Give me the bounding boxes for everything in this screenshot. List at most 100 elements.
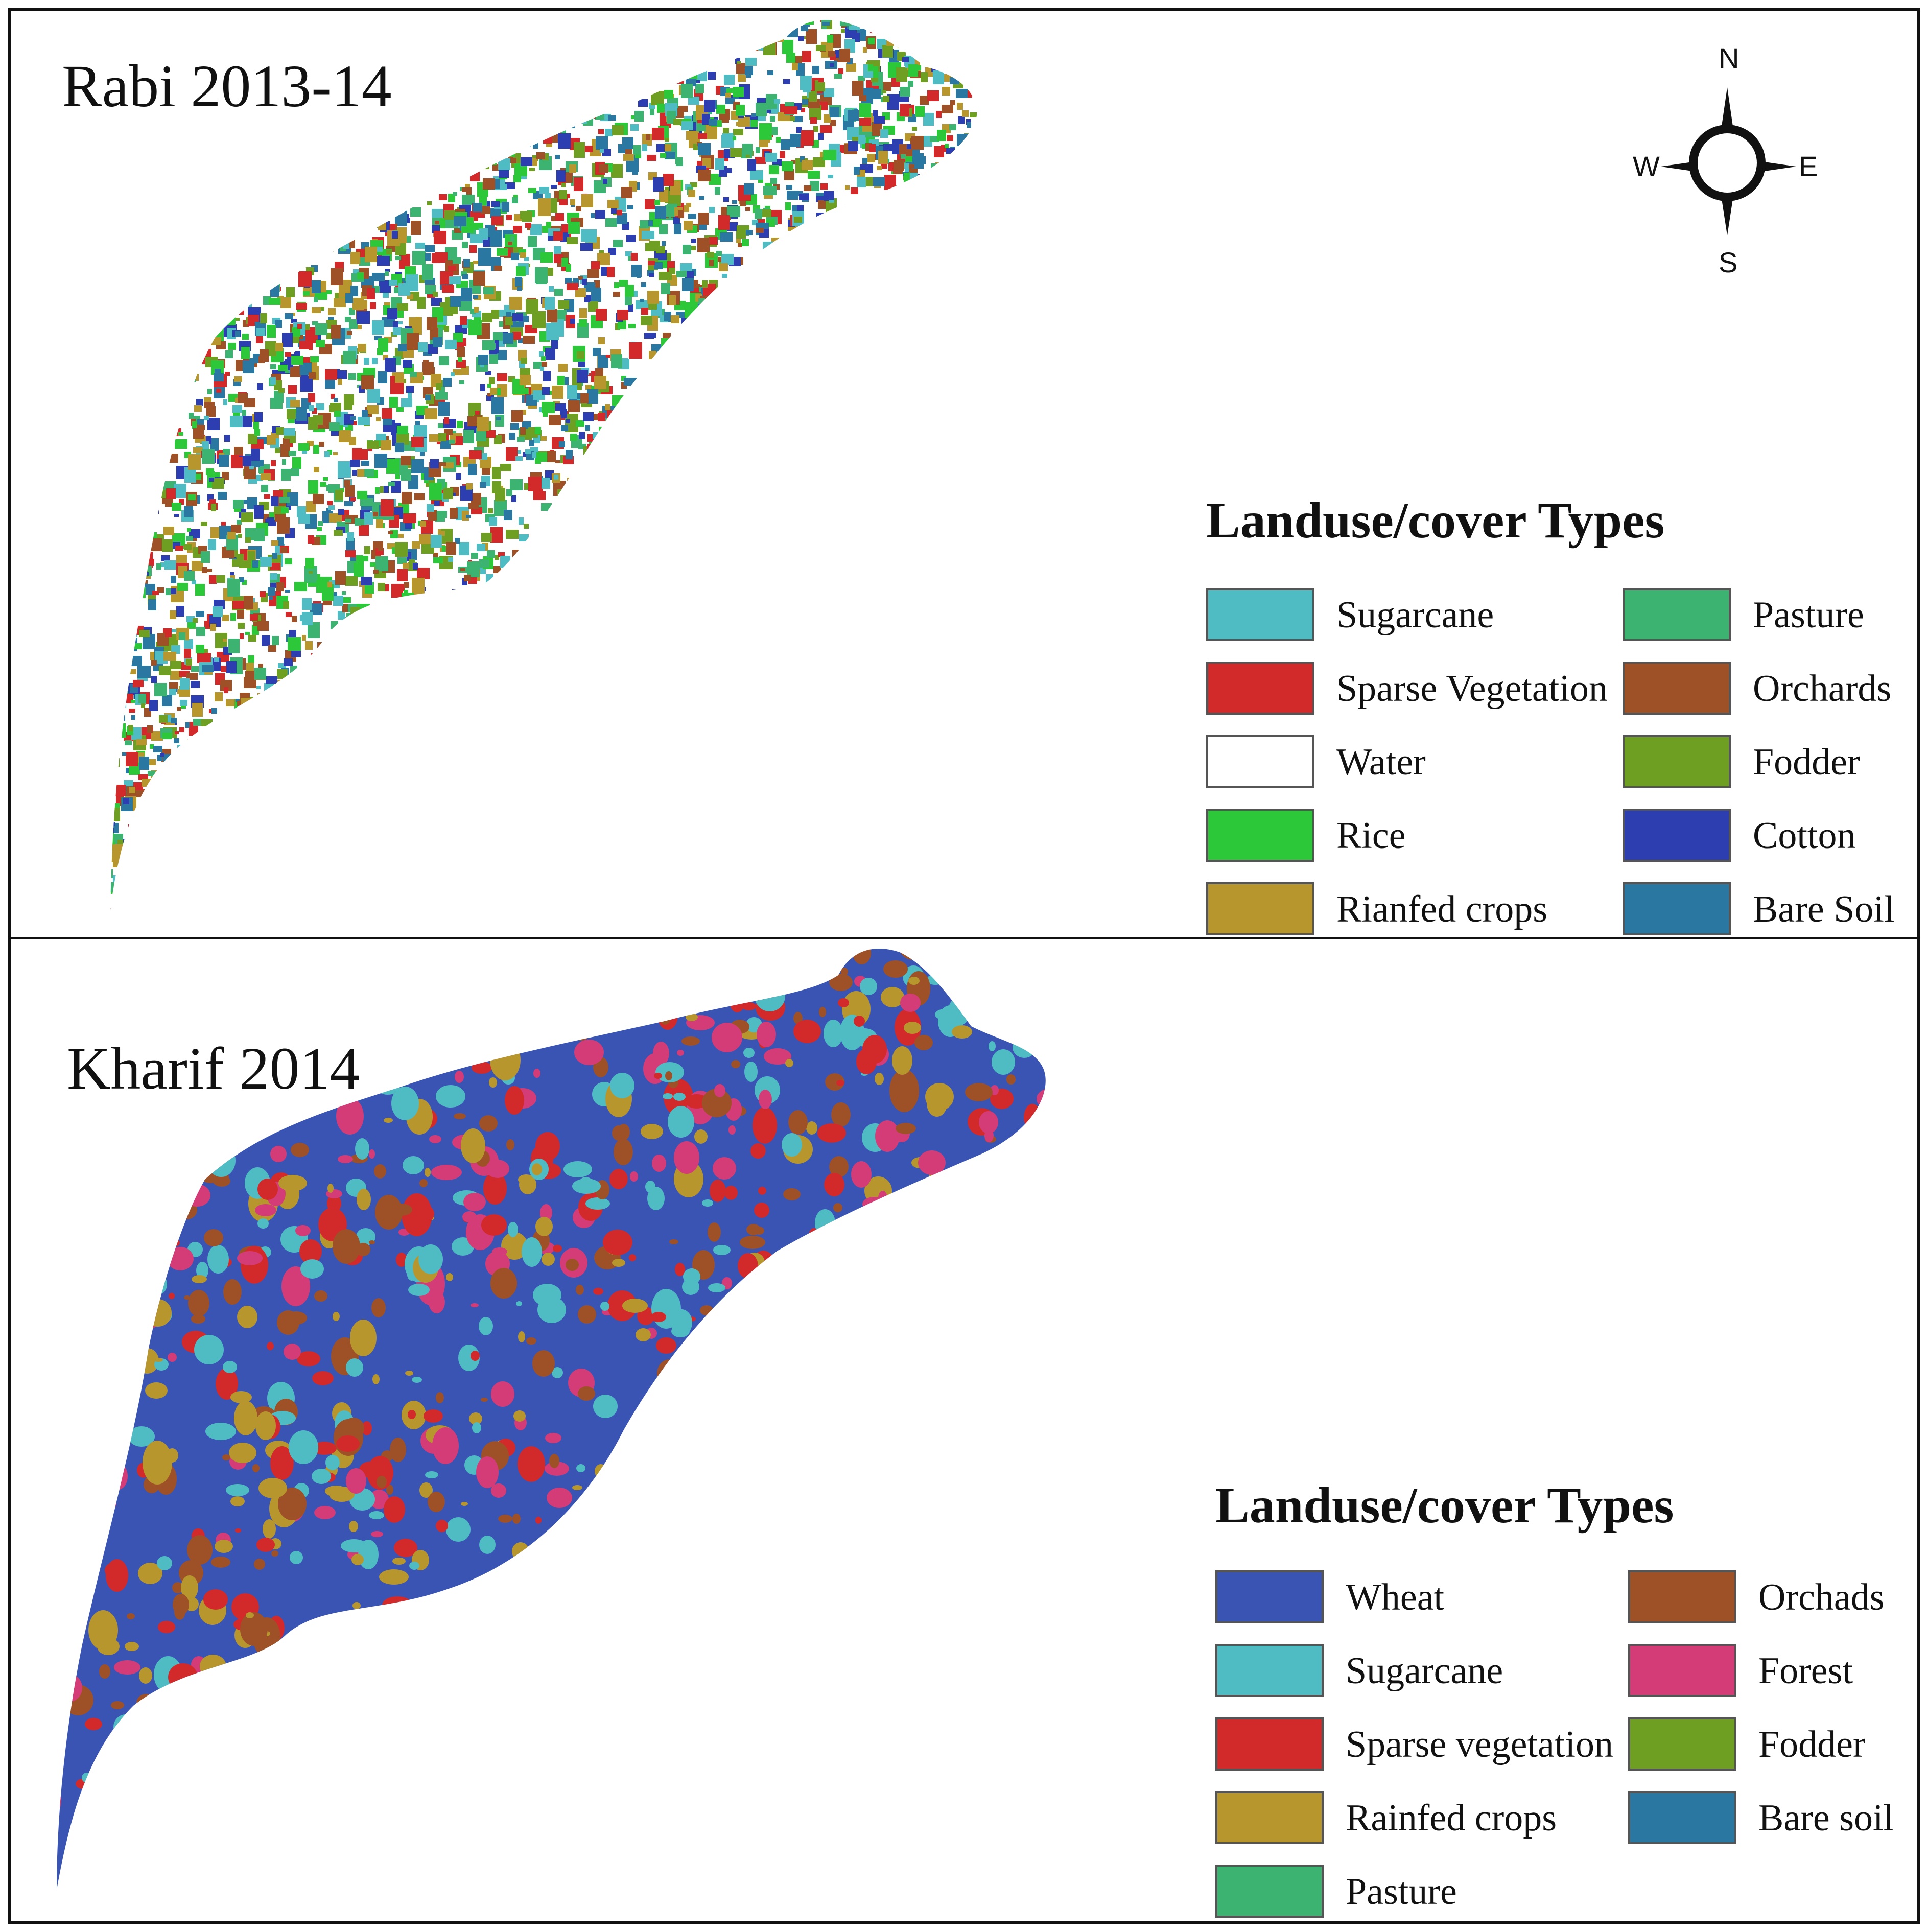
landuse-pixel [624, 921, 632, 931]
landuse-pixel [634, 424, 643, 431]
landuse-pixel [205, 293, 214, 301]
landuse-pixel [818, 133, 824, 140]
landuse-pixel [266, 891, 273, 899]
landuse-pixel [373, 20, 381, 21]
landuse-pixel [436, 148, 448, 162]
landuse-pixel [750, 706, 761, 715]
landuse-pixel [100, 550, 107, 556]
landuse-pixel [779, 840, 788, 849]
landuse-pixel [461, 788, 473, 799]
landuse-pixel [73, 852, 84, 865]
landuse-pixel [725, 329, 735, 341]
landuse-pixel [276, 219, 286, 228]
landuse-pixel [699, 584, 703, 587]
landuse-pixel [704, 788, 716, 802]
landuse-pixel [230, 23, 242, 36]
landuse-pixel [34, 770, 39, 775]
landuse-pixel [142, 431, 148, 435]
landuse-pixel [290, 666, 297, 674]
landuse-pixel [188, 855, 201, 873]
landuse-pixel [57, 268, 64, 273]
landuse-pixel [714, 421, 724, 434]
landuse-pixel [692, 38, 700, 44]
landuse-pixel [117, 612, 130, 625]
landuse-pixel [126, 169, 133, 178]
landuse-pixel [763, 771, 773, 778]
landuse-pixel [302, 635, 306, 641]
landuse-pixel [1005, 888, 1013, 897]
landuse-pixel [363, 184, 376, 202]
landuse-pixel [528, 566, 533, 571]
landuse-pixel [20, 353, 25, 357]
landuse-pixel [77, 28, 85, 34]
landuse-pixel [279, 182, 292, 190]
landuse-pixel [252, 764, 257, 770]
landuse-pixel [278, 745, 292, 761]
landuse-pixel [516, 793, 524, 802]
landuse-pixel [200, 835, 209, 846]
landuse-pixel [837, 785, 847, 795]
landuse-pixel [566, 528, 578, 539]
landuse-pixel [675, 651, 680, 657]
landuse-pixel [890, 282, 900, 288]
landuse-pixel [794, 217, 802, 223]
landuse-pixel [997, 757, 1003, 762]
landuse-pixel [602, 790, 606, 794]
landuse-pixel [817, 744, 822, 748]
landuse-pixel [194, 289, 201, 299]
landuse-pixel [945, 549, 958, 562]
landuse-pixel [87, 296, 99, 309]
landuse-pixel [524, 867, 528, 873]
landuse-pixel [476, 625, 483, 632]
landuse-pixel [23, 18, 36, 28]
landuse-pixel [933, 820, 939, 826]
landuse-pixel [944, 25, 955, 40]
landuse-pixel [914, 844, 919, 846]
landuse-pixel [950, 903, 960, 910]
landuse-pixel [558, 64, 567, 71]
landuse-pixel [953, 812, 958, 815]
landuse-pixel [807, 604, 820, 620]
landuse-pixel [537, 832, 550, 850]
landuse-pixel [171, 804, 181, 812]
landuse-pixel [903, 471, 911, 480]
landuse-pixel [922, 272, 931, 280]
landuse-pixel [613, 292, 620, 297]
landuse-pixel [757, 682, 770, 695]
landuse-pixel [329, 912, 339, 926]
landuse-pixel [663, 760, 669, 765]
landuse-pixel [112, 378, 125, 389]
landuse-pixel [966, 260, 977, 267]
landuse-pixel [949, 449, 960, 462]
landuse-pixel [689, 568, 699, 576]
landuse-pixel [648, 427, 654, 433]
landuse-pixel [277, 33, 286, 45]
landuse-pixel [757, 288, 765, 298]
landuse-pixel [694, 324, 707, 336]
landuse-pixel [61, 892, 67, 900]
landuse-pixel [811, 452, 818, 459]
landuse-pixel [642, 231, 654, 239]
landuse-pixel [958, 21, 964, 29]
landuse-pixel [260, 907, 271, 910]
landuse-pixel [814, 583, 827, 598]
landuse-pixel [912, 127, 917, 131]
landuse-pixel [775, 606, 783, 614]
landuse-pixel [514, 566, 526, 582]
landuse-pixel [692, 512, 703, 526]
landuse-pixel [321, 251, 326, 256]
landuse-pixel [689, 390, 694, 395]
landuse-pixel [227, 200, 240, 211]
landuse-pixel [250, 774, 255, 777]
landuse-pixel [928, 449, 941, 458]
landuse-pixel [325, 246, 334, 252]
landuse-pixel [663, 736, 674, 747]
landuse-pixel [591, 657, 600, 668]
landuse-pixel [677, 764, 683, 767]
landuse-pixel [771, 543, 778, 548]
landuse-pixel [57, 336, 69, 346]
landuse-pixel [461, 666, 467, 670]
landuse-pixel [839, 419, 852, 428]
landuse-pixel [867, 672, 877, 681]
landuse-pixel [37, 282, 45, 290]
